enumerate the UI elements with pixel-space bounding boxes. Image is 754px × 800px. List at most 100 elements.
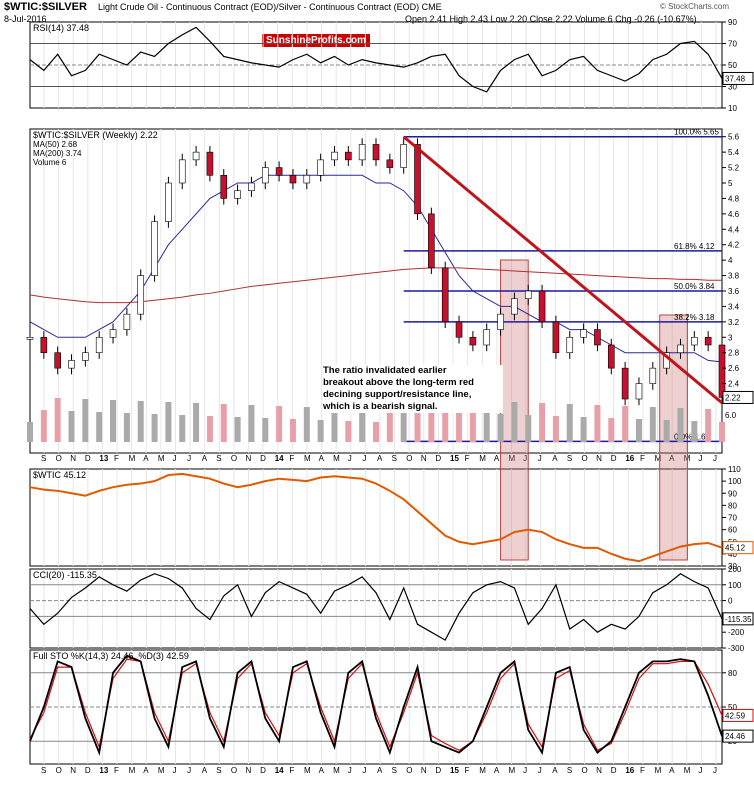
candle-body	[372, 144, 380, 161]
volume-bar	[525, 415, 532, 442]
x-tick-label: F	[640, 454, 645, 463]
x-tick-label: A	[202, 766, 208, 775]
volume-bar	[400, 398, 407, 442]
candle-body	[123, 313, 131, 330]
x-tick-label: A	[494, 454, 500, 463]
ohlc-readout: Open 2.41 High 2.43 Low 2.20 Close 2.22 …	[405, 14, 697, 24]
volume-bar	[276, 406, 283, 442]
x-tick-label: 13	[99, 766, 108, 775]
x-tick-label: M	[129, 766, 136, 775]
candle-body	[261, 167, 269, 184]
x-tick-label: N	[70, 454, 76, 463]
volume-bar	[331, 408, 338, 442]
annotation-line: decining support/resistance line,	[323, 389, 472, 400]
volume-bar	[442, 412, 449, 442]
y-tick-label: 3	[728, 333, 733, 342]
x-tick-label: M	[479, 454, 486, 463]
candle-body	[621, 367, 629, 400]
volume-bar	[317, 420, 324, 442]
candle-body	[511, 298, 518, 315]
x-tick-label: J	[362, 454, 366, 463]
value-box	[722, 71, 754, 85]
y-tick-label: 80	[728, 669, 737, 678]
x-tick-label: D	[260, 454, 266, 463]
x-tick-label: J	[348, 454, 352, 463]
x-tick-label: J	[538, 766, 542, 775]
x-tick-label: S	[216, 766, 221, 775]
cci-line	[29, 573, 723, 641]
x-tick-label: J	[187, 766, 191, 775]
y-tick-label: 30	[728, 562, 737, 571]
candle-body	[538, 290, 546, 323]
candle-body	[704, 336, 712, 346]
x-tick-label: M	[479, 766, 486, 775]
x-tick-label: S	[567, 454, 572, 463]
volume-last-value: 6.0	[725, 411, 737, 420]
volume-bar	[27, 422, 33, 442]
x-tick-label: M	[304, 766, 311, 775]
x-tick-label: 14	[275, 766, 284, 775]
panel-title: $WTIC 45.12	[33, 470, 86, 480]
legend-ma200: MA(200) 3.74	[33, 149, 82, 158]
y-tick-label: 50	[728, 703, 737, 712]
sto-d-last-value: 42.59	[725, 711, 746, 720]
x-tick-label: F	[289, 454, 294, 463]
rsi-line	[29, 26, 723, 93]
x-tick-label: D	[611, 766, 617, 775]
x-tick-label: N	[246, 454, 252, 463]
x-tick-label: M	[508, 454, 515, 463]
ma200-line	[29, 267, 722, 304]
x-tick-label: J	[172, 454, 176, 463]
volume-bar	[580, 417, 587, 442]
volume-bar	[483, 401, 490, 442]
x-tick-label: M	[655, 766, 662, 775]
candle-body	[469, 336, 477, 346]
x-tick-label: D	[435, 766, 441, 775]
trend-line	[402, 135, 723, 405]
x-tick-label: 15	[450, 766, 459, 775]
candle-body	[552, 321, 560, 354]
x-tick-label: A	[377, 454, 383, 463]
y-tick-label: 30	[728, 83, 737, 92]
y-tick-label: 200	[728, 565, 742, 574]
x-tick-label: 16	[625, 766, 634, 775]
value-box	[722, 390, 754, 404]
x-tick-label: 15	[450, 454, 459, 463]
y-tick-label: 4.8	[728, 194, 740, 203]
x-tick-label: S	[41, 454, 46, 463]
y-tick-label: 3.6	[728, 287, 740, 296]
volume-bar	[552, 416, 559, 442]
y-tick-label: 4	[728, 256, 733, 265]
symbol-description: Light Crude Oil - Continuous Contract (E…	[98, 2, 442, 12]
volume-bar	[262, 418, 269, 442]
candle-body	[234, 190, 241, 199]
x-tick-label: A	[552, 766, 558, 775]
volume-bar	[386, 410, 393, 442]
x-tick-label: D	[260, 766, 266, 775]
candle-body	[386, 159, 394, 168]
price-last-value: 2.22	[725, 393, 741, 402]
y-tick-label: 4.6	[728, 210, 740, 219]
x-tick-label: O	[231, 766, 237, 775]
x-tick-label: F	[465, 454, 470, 463]
y-tick-label: 70	[728, 40, 737, 49]
candle-body	[441, 267, 449, 323]
x-tick-label: D	[611, 454, 617, 463]
volume-bar	[456, 400, 463, 442]
x-tick-label: A	[669, 454, 675, 463]
x-tick-label: O	[56, 454, 62, 463]
y-tick-label: 100	[728, 477, 742, 486]
x-tick-label: O	[582, 766, 588, 775]
y-tick-label: 5.2	[728, 164, 740, 173]
x-tick-label: F	[289, 766, 294, 775]
candle-body	[649, 367, 657, 384]
x-tick-label: A	[319, 766, 325, 775]
volume-bar	[428, 399, 435, 442]
candle-body	[718, 344, 726, 398]
x-tick-label: N	[70, 766, 76, 775]
volume-bar	[649, 407, 656, 442]
x-tick-label: J	[172, 766, 176, 775]
y-tick-label: 100	[728, 581, 742, 590]
candle-body	[275, 167, 283, 176]
